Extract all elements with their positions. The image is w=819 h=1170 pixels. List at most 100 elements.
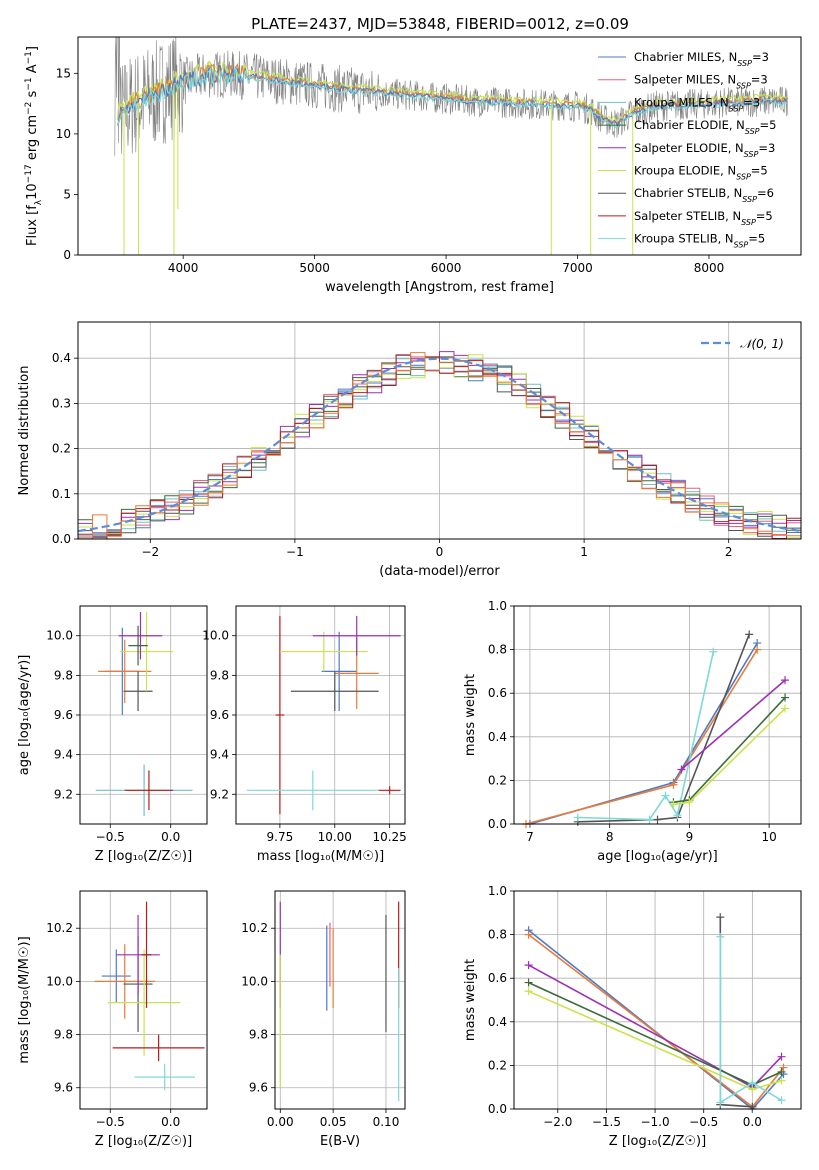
y-tick-label: 0 xyxy=(63,248,71,262)
axes-frame xyxy=(79,605,208,825)
legend-entry-count: =5 xyxy=(748,232,765,246)
axes-frame xyxy=(274,890,406,1110)
x-tick-label: 0.05 xyxy=(320,1115,347,1129)
x-tick-label: 0.0 xyxy=(743,1115,762,1129)
x-tick-label: 7000 xyxy=(562,261,593,275)
x-axis-label: Z [log₁₀(Z/Z☉)] xyxy=(609,1134,706,1149)
weight-point-marker xyxy=(781,704,790,713)
x-axis-label: wavelength [Angstrom, rest frame] xyxy=(325,280,554,295)
y-tick-label: 0.3 xyxy=(52,396,71,410)
mass_vs_ebv-axes: 0.00 0.05 0.10 9.6 9.8 10.0 10.2 E(B-V) xyxy=(241,890,406,1149)
y-tick-label: 9.4 xyxy=(210,748,229,762)
y-axis-label-part: A xyxy=(25,64,40,77)
legend-entry-name: Chabrier MILES, N xyxy=(634,50,737,64)
legend-entry: Kroupa MILES, NSSP=3 xyxy=(634,95,760,113)
y-tick-label: 9.8 xyxy=(54,668,73,682)
axes-frame xyxy=(77,321,802,540)
y-axis-label: mass [log₁₀(M/M☉)] xyxy=(17,936,32,1063)
y-axis-label: Flux [fλ10−17 erg cm−2 s−1 A−1] xyxy=(24,46,44,246)
legend-entry-name: Salpeter STELIB, N xyxy=(634,209,741,223)
y-tick-label: 0.2 xyxy=(52,442,71,456)
age_vs_mass-axes: 9.75 10.00 10.25 9.2 9.4 9.6 9.8 10.0 mass [log₁… xyxy=(202,605,407,864)
weight-point-marker xyxy=(653,815,662,824)
legend-entry-sub: SSP xyxy=(737,59,752,68)
weight-point-marker xyxy=(716,1098,725,1107)
weight-point-marker xyxy=(716,932,725,941)
axes-frame xyxy=(79,890,208,1110)
x-tick-label: 9 xyxy=(686,830,694,844)
y-tick-label: 15 xyxy=(56,66,71,80)
x-tick-label: 1 xyxy=(580,545,588,559)
y-tick-label: 10.0 xyxy=(46,974,73,988)
x-tick-label: −2 xyxy=(141,545,159,559)
weight-series-line xyxy=(719,936,782,1104)
legend-entry-count: =6 xyxy=(757,186,774,200)
y-axis-label: age [log₁₀(age/yr)] xyxy=(17,655,32,776)
y-tick-label: 9.6 xyxy=(54,1081,73,1095)
x-tick-label: −0.5 xyxy=(96,1115,125,1129)
spectrum-plot-area xyxy=(114,37,789,255)
y-tick-label: 0.0 xyxy=(488,1102,507,1116)
weight-point-marker xyxy=(777,1067,786,1076)
weight-point-marker xyxy=(524,961,533,970)
legend-entry-sub: SSP xyxy=(729,104,744,113)
age_vs_Z-axes: −0.5 0.0 9.2 9.4 9.6 9.8 10.0 Z [log₁₀(Z/Z☉)] ag… xyxy=(17,605,208,864)
x-tick-label: −1 xyxy=(286,545,304,559)
y-tick-label: 0.2 xyxy=(488,1058,507,1072)
legend-entry-name: Kroupa ELODIE, N xyxy=(634,164,736,178)
y-axis-label: mass weight xyxy=(463,959,478,1041)
legend-entry-sub: SSP xyxy=(736,172,751,181)
x-tick-label: 10 xyxy=(761,830,776,844)
weight_vs_Z-axes: −2.0 −1.5 −1.0 −0.5 0.0 0.0 0.2 0.4 0.6 0.8 1.0 Z [… xyxy=(463,884,802,1149)
x-tick-label: 6000 xyxy=(431,261,462,275)
legend-entry-count: =5 xyxy=(751,164,768,178)
x-axis-label: Z [log₁₀(Z/Z☉)] xyxy=(95,1134,192,1149)
y-tick-label: 0.6 xyxy=(488,971,507,985)
x-tick-label: −1.0 xyxy=(640,1115,669,1129)
weight-point-marker xyxy=(779,1063,788,1072)
axes-frame xyxy=(77,36,802,256)
x-axis-label: age [log₁₀(age/yr)] xyxy=(597,849,718,864)
weight-point-marker xyxy=(781,676,790,685)
y-tick-label: 9.2 xyxy=(54,787,73,801)
y-tick-label: 10.0 xyxy=(202,629,229,643)
legend-entry-count: =5 xyxy=(756,209,773,223)
y-tick-label: 9.8 xyxy=(249,1028,268,1042)
legend-entry-sub: SSP xyxy=(741,217,756,226)
legend-entry: Chabrier MILES, NSSP=3 xyxy=(634,50,769,68)
y-axis-label-part: λ xyxy=(34,199,44,205)
y-tick-label: 1.0 xyxy=(488,884,507,898)
weight-point-marker xyxy=(669,780,678,789)
mass_vs_Z-axes: −0.5 0.0 9.6 9.8 10.0 10.2 Z [log₁₀(Z/Z☉)] mass… xyxy=(17,890,208,1149)
x-tick-label: 0.00 xyxy=(267,1115,294,1129)
weight-point-marker xyxy=(524,930,533,939)
legend-entry-name: Chabrier ELODIE, N xyxy=(634,118,745,132)
legend-entry-sub: SSP xyxy=(744,149,759,158)
legend-entry: Salpeter STELIB, NSSP=5 xyxy=(634,209,773,227)
x-tick-label: −1.5 xyxy=(592,1115,621,1129)
x-tick-label: 2 xyxy=(725,545,733,559)
legend-entry: 𝒩(0, 1) xyxy=(740,337,784,351)
y-tick-label: 0.4 xyxy=(488,1015,507,1029)
x-axis-label: (data-model)/error xyxy=(379,564,500,579)
weight-point-marker xyxy=(524,987,533,996)
legend-entry-name: Kroupa STELIB, N xyxy=(634,232,734,246)
y-tick-label: 10.2 xyxy=(46,921,73,935)
y-tick-label: 9.2 xyxy=(210,787,229,801)
y-tick-label: 9.8 xyxy=(210,668,229,682)
axes-frame xyxy=(235,605,406,825)
x-tick-label: 9.75 xyxy=(267,830,294,844)
weight-point-marker xyxy=(777,1052,786,1061)
model-fit-line xyxy=(116,66,789,129)
x-tick-label: 0.0 xyxy=(161,830,180,844)
hist-plot-area xyxy=(78,351,801,539)
legend-entry-name: Chabrier STELIB, N xyxy=(634,186,742,200)
weight-point-marker xyxy=(677,765,686,774)
gaussian-curve xyxy=(78,357,801,533)
weight-point-marker xyxy=(685,798,694,807)
y-axis-label-part: erg cm xyxy=(25,115,40,164)
weight-point-marker xyxy=(661,791,670,800)
y-tick-label: 0.8 xyxy=(488,928,507,942)
legend-entry-sub: SSP xyxy=(745,127,760,136)
